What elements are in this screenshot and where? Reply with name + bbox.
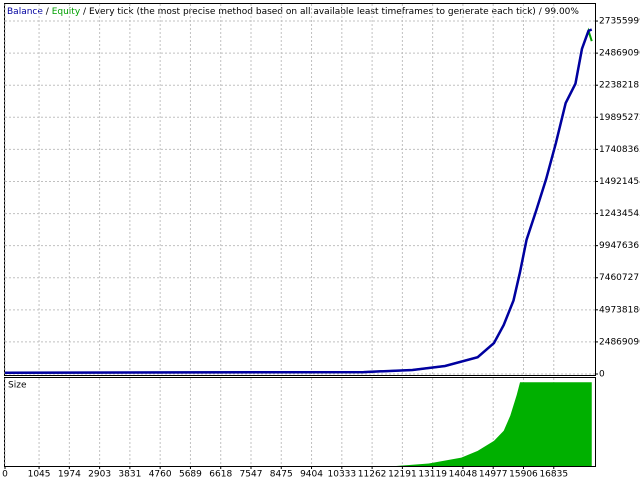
x-tick-label: 2903: [88, 470, 111, 480]
quality: 99.00%: [545, 7, 580, 17]
separator: /: [83, 7, 87, 17]
x-tick-label: 7547: [240, 470, 263, 480]
y-tick-label: 27355999: [599, 17, 640, 27]
y-tick-label: 24869090: [599, 49, 640, 59]
x-tick-label: 14977: [479, 470, 508, 480]
x-tick-label: 12191: [388, 470, 417, 480]
x-tick-label: 1974: [58, 470, 81, 480]
y-tick-label: 24869090: [599, 337, 640, 347]
x-tick-label: 15906: [509, 470, 538, 480]
y-tick-label: 0: [599, 370, 605, 380]
y-tick-label: 49738180: [599, 305, 640, 315]
y-tick-label: 22382181: [599, 81, 640, 91]
y-tick-label: 12434545: [599, 209, 640, 219]
size-area: [5, 382, 592, 466]
x-tick-label: 13119: [418, 470, 447, 480]
x-tick-label: 5689: [179, 470, 202, 480]
legend-balance: Balance: [7, 7, 43, 17]
x-tick-label: 11262: [358, 470, 387, 480]
y-tick-label: 74607271: [599, 273, 640, 283]
x-tick-label: 6618: [209, 470, 232, 480]
series-line: [4, 28, 593, 374]
y-tick-label: 14921454: [599, 177, 640, 187]
chart-header: Balance / Equity / Every tick (the most …: [7, 7, 579, 17]
separator: /: [46, 7, 50, 17]
x-tick-label: 16835: [539, 470, 568, 480]
x-tick-label: 1045: [28, 470, 51, 480]
main-panel: [4, 3, 596, 376]
x-tick-label: 8475: [270, 470, 293, 480]
x-tick-label: 0: [2, 470, 8, 480]
x-tick-label: 14048: [449, 470, 478, 480]
x-tick-label: 3831: [118, 470, 141, 480]
x-tick-label: 10333: [328, 470, 357, 480]
x-tick-label: 4760: [149, 470, 172, 480]
legend-equity: Equity: [52, 7, 81, 17]
x-tick-label: 9404: [300, 470, 323, 480]
size-label: Size: [8, 381, 27, 391]
subtitle: Every tick (the most precise method base…: [89, 7, 536, 17]
y-tick-label: 17408363: [599, 145, 640, 155]
separator: /: [539, 7, 543, 17]
